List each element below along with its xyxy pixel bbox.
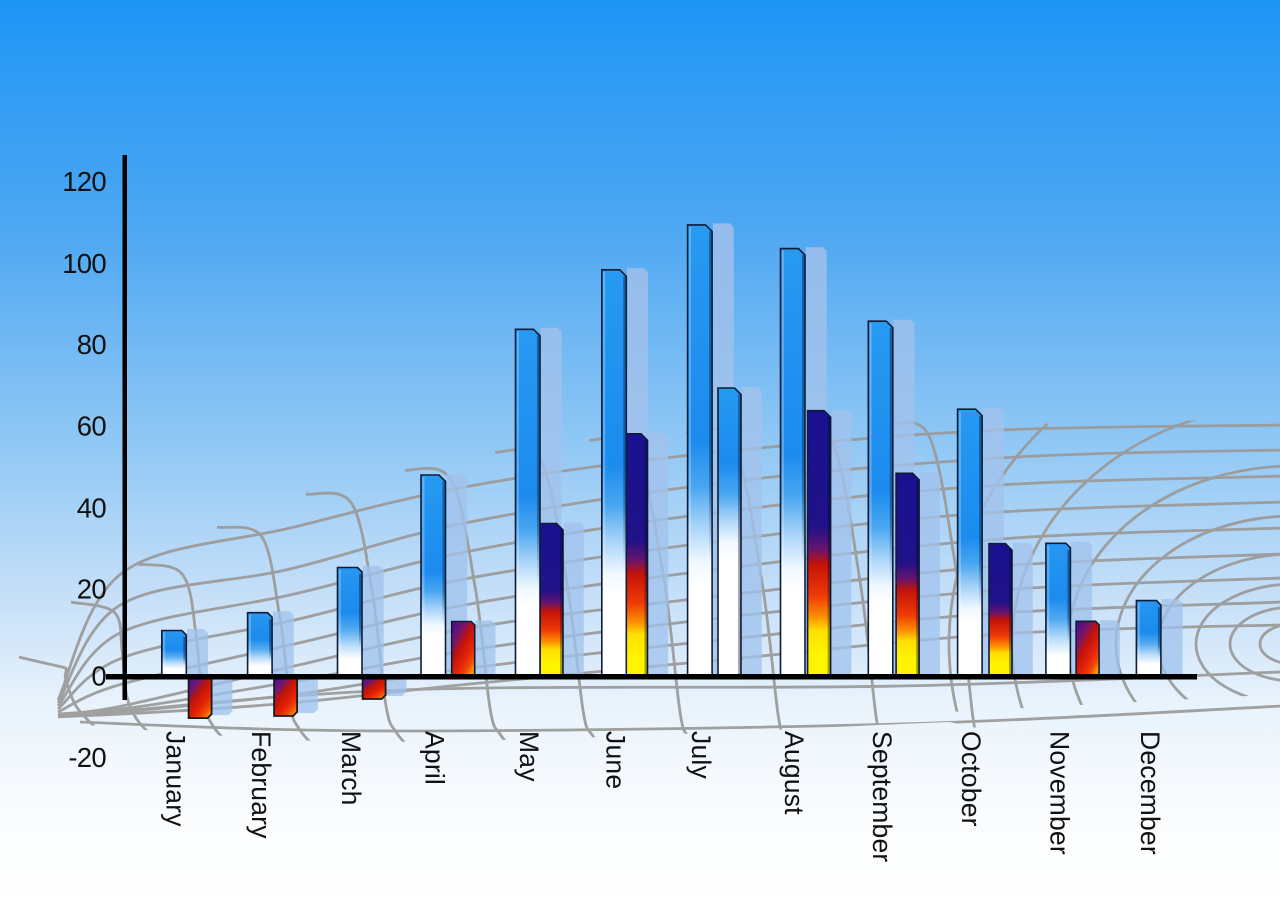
svg-text:20: 20 — [77, 574, 107, 605]
svg-text:October: October — [956, 731, 986, 827]
svg-text:120: 120 — [62, 166, 106, 197]
svg-text:February: February — [246, 731, 276, 839]
svg-text:December: December — [1135, 731, 1165, 855]
svg-text:April: April — [420, 731, 450, 785]
svg-text:January: January — [160, 731, 190, 827]
svg-text:May: May — [514, 731, 544, 782]
svg-text:November: November — [1044, 731, 1074, 855]
svg-text:100: 100 — [62, 248, 106, 279]
svg-text:August: August — [779, 731, 809, 815]
svg-text:June: June — [600, 731, 630, 789]
svg-text:0: 0 — [91, 660, 106, 691]
svg-text:September: September — [867, 731, 897, 862]
svg-text:40: 40 — [77, 492, 107, 523]
svg-text:80: 80 — [77, 329, 107, 360]
svg-text:-20: -20 — [68, 742, 106, 773]
svg-text:60: 60 — [77, 410, 107, 441]
svg-text:July: July — [686, 731, 716, 779]
svg-text:March: March — [336, 731, 366, 806]
